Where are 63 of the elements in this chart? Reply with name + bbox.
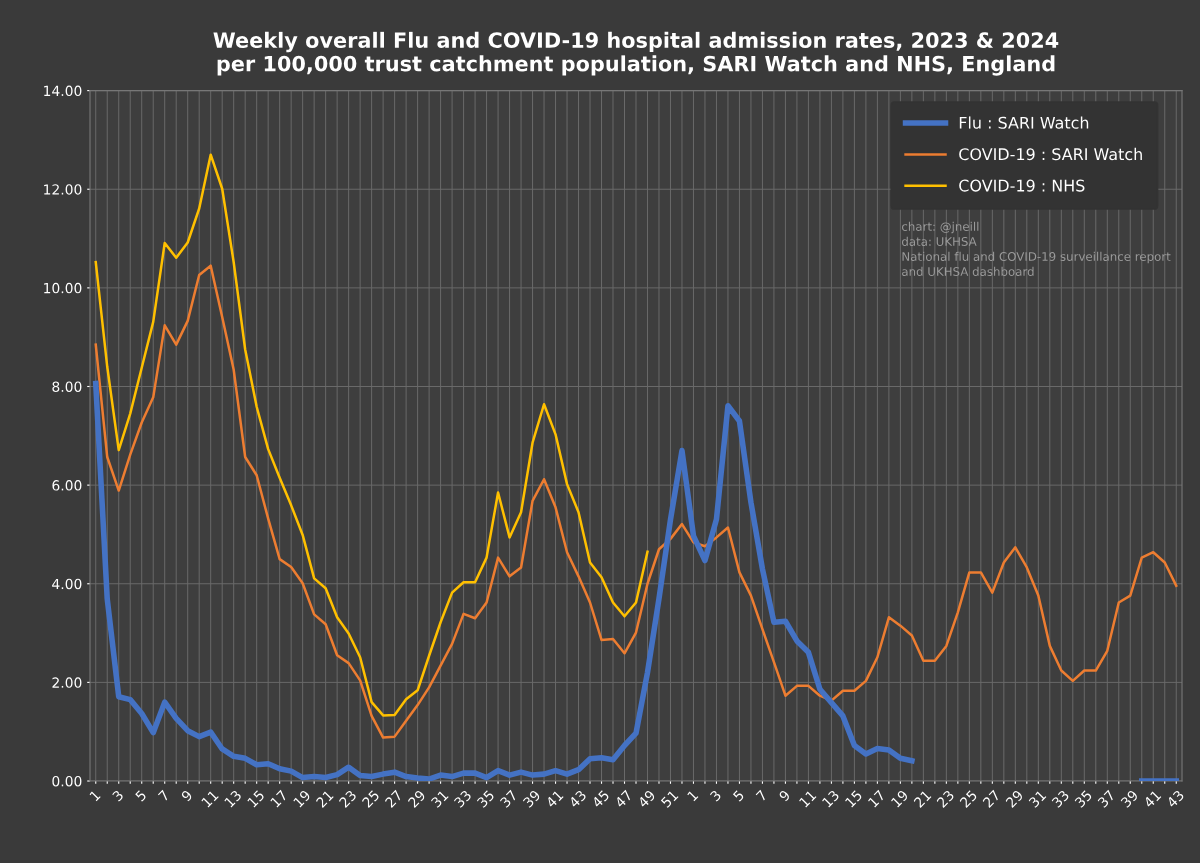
x-tick-label: 19 [292, 789, 312, 808]
x-tick-label: 11 [201, 789, 219, 808]
y-tick-label: 14.00 [44, 85, 82, 97]
x-tick-label: 43 [1165, 789, 1185, 809]
y-tick-label: 6.00 [52, 480, 82, 491]
x-tick-label: 15 [247, 789, 265, 808]
x-tick-label: 41 [545, 789, 564, 809]
legend-label: Flu : SARI Watch [959, 116, 1089, 129]
x-tick-label: 39 [1120, 789, 1139, 808]
annotation: chart: @jneill data: UKHSA National flu and COVID-19 surveillance report and UKHSA dashboard [902, 221, 1171, 276]
x-tick-label: 7 [755, 789, 768, 802]
x-tick-label: 7 [157, 789, 170, 802]
x-tick-label: 51 [660, 789, 679, 808]
x-tick-label: 5 [134, 789, 147, 802]
y-tick-label: 2.00 [52, 677, 82, 688]
x-tick-label: 29 [407, 789, 427, 809]
line-series [94, 153, 649, 717]
x-tick-label: 35 [1074, 789, 1093, 808]
x-tick-label: 43 [568, 789, 587, 809]
chart-title: Weekly overall Flu and COVID-19 hospital admission rates, 2023 & 2024 per 100,000 trust catchment population, SARI Watch and NHS, England [213, 31, 1059, 76]
y-tick-label: 4.00 [52, 578, 82, 590]
x-tick-label: 33 [1051, 789, 1070, 808]
x-tick-label: 33 [453, 789, 472, 808]
x-tick-label: 23 [936, 789, 955, 809]
legend-label: COVID-19 : SARI Watch [959, 147, 1142, 161]
y-tick-label: 8.00 [52, 381, 82, 392]
x-tick-label: 21 [315, 789, 334, 808]
x-tick-label: 15 [844, 789, 863, 808]
x-tick-label: 31 [1028, 789, 1047, 808]
x-tick-label: 3 [111, 789, 124, 802]
x-tick-label: 9 [180, 789, 193, 802]
y-tick-label: 10.00 [44, 282, 82, 294]
x-tick-label: 37 [1097, 789, 1116, 808]
x-tick-label: 41 [1143, 789, 1162, 809]
x-tick-label: 17 [270, 789, 288, 808]
x-tick-label: 39 [522, 789, 541, 808]
x-tick-label: 19 [890, 789, 909, 808]
x-tick-label: 5 [732, 789, 745, 802]
y-tick-label: 0.00 [52, 775, 82, 787]
x-tick-label: 37 [499, 789, 518, 808]
x-tick-label: 27 [982, 789, 1001, 808]
x-tick-label: 49 [637, 789, 656, 809]
y-tick-label: 12.00 [44, 184, 82, 195]
x-tick-label: 35 [476, 789, 495, 808]
line-series [94, 264, 1178, 739]
x-tick-label: 13 [821, 789, 840, 808]
legend-label: COVID-19 : NHS [959, 179, 1085, 192]
x-tick-label: 21 [913, 789, 932, 808]
x-tick-label: 13 [223, 789, 242, 808]
x-tick-label: 25 [361, 789, 380, 809]
x-tick-label: 3 [709, 789, 722, 802]
x-tick-label: 9 [778, 789, 791, 802]
x-tick-label: 29 [1005, 789, 1024, 809]
x-tick-label: 1 [686, 789, 699, 802]
x-tick-label: 25 [959, 789, 978, 809]
x-tick-label: 31 [430, 789, 449, 808]
x-tick-label: 45 [591, 789, 610, 809]
x-tick-label: 1 [89, 789, 101, 802]
x-tick-label: 47 [614, 789, 633, 809]
x-tick-label: 27 [384, 789, 403, 808]
x-tick-label: 23 [338, 789, 357, 809]
x-tick-label: 17 [867, 789, 886, 808]
x-tick-label: 11 [798, 789, 817, 808]
